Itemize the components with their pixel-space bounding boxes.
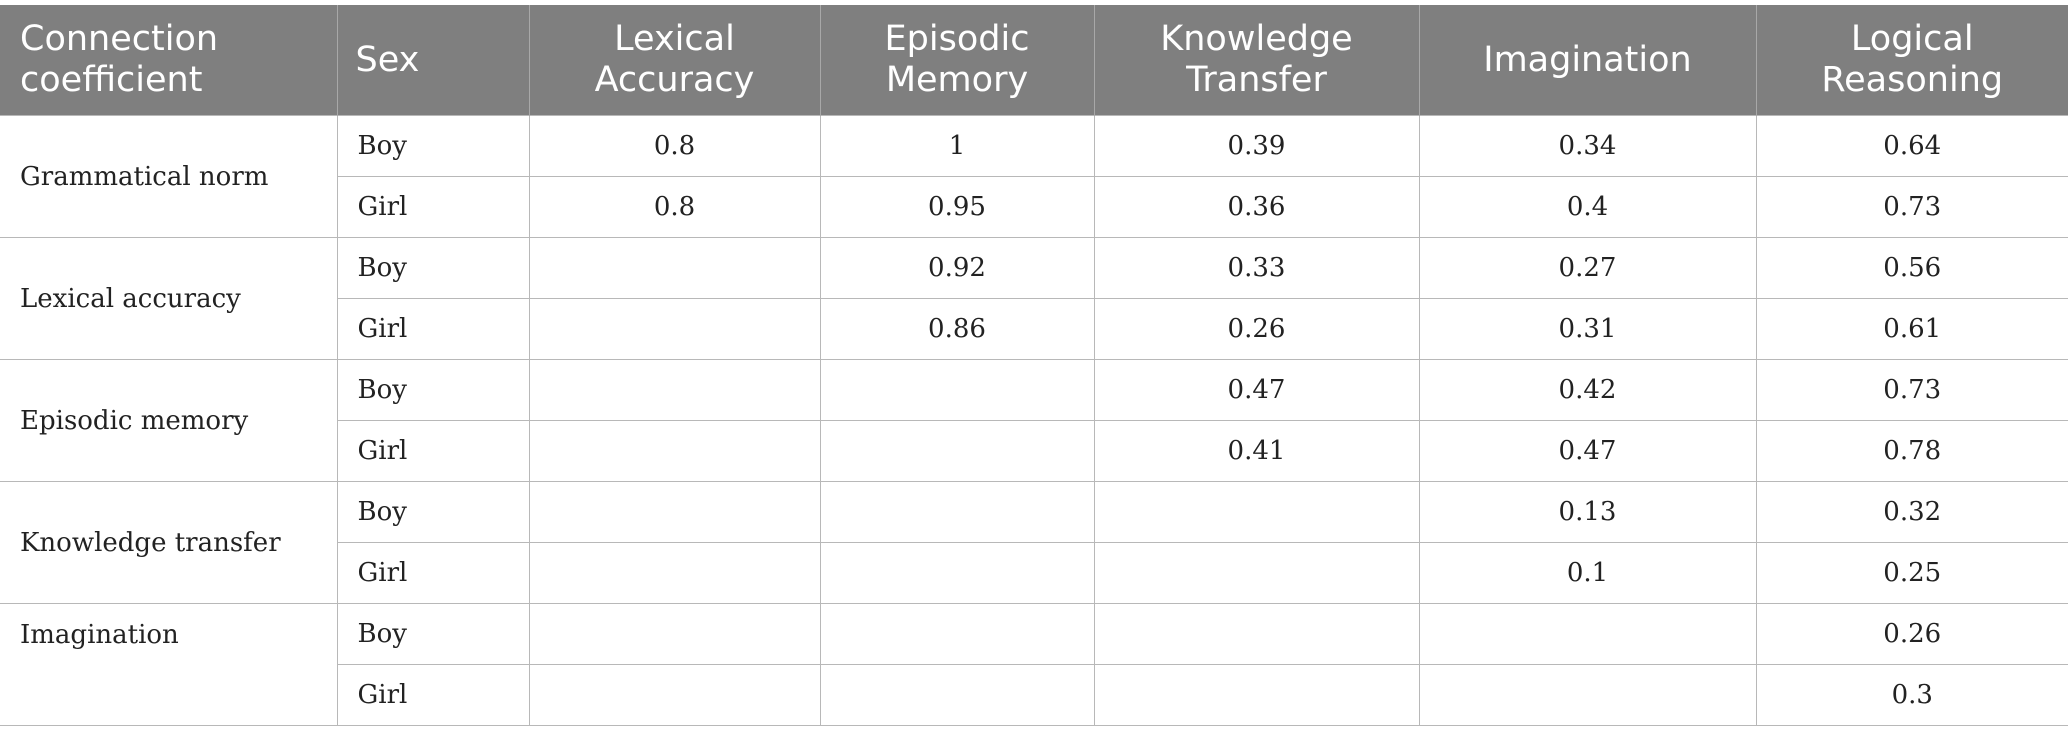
row-group-label: Lexical accuracy [0, 237, 338, 360]
value-cell: 0.36 [1093, 176, 1420, 238]
sex-cell: Girl [337, 420, 530, 482]
value-cell: 0.34 [1418, 115, 1757, 177]
value-cell: 0.25 [1755, 542, 2068, 604]
sex-cell: Boy [336, 359, 530, 421]
value-cell: 0.13 [1418, 481, 1757, 543]
value-cell: 0.73 [1755, 176, 2068, 238]
value-cell [819, 420, 1095, 482]
header-episodic-memory: Episodic Memory [819, 5, 1094, 116]
table-row: Girl 0.41 0.47 0.78 [0, 420, 2068, 482]
value-cell: 0.4 [1418, 176, 1757, 238]
value-cell [1093, 481, 1420, 543]
value-cell: 0.8 [528, 115, 821, 177]
sex-cell: Boy [336, 603, 530, 665]
header-sex: Sex [336, 5, 529, 116]
row-group-label: Grammatical norm [0, 115, 338, 238]
value-cell [1093, 542, 1420, 604]
sex-cell: Boy [336, 115, 530, 177]
value-cell: 0.26 [1755, 603, 2068, 665]
value-cell: 0.41 [1093, 420, 1420, 482]
value-cell [1093, 603, 1420, 665]
sex-cell: Boy [336, 481, 530, 543]
value-cell: 0.1 [1418, 542, 1757, 604]
header-row: Connection coefficient Sex Lexical Accur… [0, 5, 2068, 116]
table-row: Lexical accuracy Boy 0.92 0.33 0.27 0.56 [0, 237, 2068, 360]
sex-cell: Girl [337, 664, 530, 726]
value-cell: 0.26 [1093, 298, 1420, 360]
value-cell: 0.86 [819, 298, 1095, 360]
header-connection-coefficient: Connection coefficient [0, 5, 337, 116]
value-cell [1418, 664, 1757, 726]
value-cell [528, 603, 821, 665]
table-row: Girl 0.1 0.25 [0, 542, 2068, 604]
value-cell [1093, 664, 1420, 726]
header-lexical-accuracy: Lexical Accuracy [528, 5, 820, 116]
header-logical-reasoning: Logical Reasoning [1755, 5, 2068, 116]
value-cell: 0.32 [1755, 481, 2068, 543]
value-cell: 0.39 [1093, 115, 1420, 177]
table-row: Girl 0.8 0.95 0.36 0.4 0.73 [0, 176, 2068, 238]
header-knowledge-transfer: Knowledge Transfer [1093, 5, 1419, 116]
value-cell [819, 481, 1095, 543]
table-row: Grammatical norm Boy 0.8 1 0.39 0.34 0.6… [0, 115, 2068, 238]
value-cell: 0.95 [819, 176, 1095, 238]
value-cell: 0.8 [528, 176, 821, 238]
value-cell [819, 664, 1095, 726]
value-cell [1418, 603, 1757, 665]
value-cell: 0.3 [1755, 664, 2068, 726]
value-cell [819, 603, 1095, 665]
value-cell: 1 [819, 115, 1095, 177]
value-cell [528, 664, 821, 726]
value-cell: 0.92 [819, 237, 1095, 299]
value-cell [528, 298, 821, 360]
value-cell: 0.33 [1093, 237, 1420, 299]
value-cell: 0.61 [1755, 298, 2068, 360]
table-row: Girl 0.86 0.26 0.31 0.61 [0, 298, 2068, 360]
header-imagination: Imagination [1418, 5, 1756, 116]
sex-cell: Girl [337, 298, 530, 360]
row-group-label: Knowledge transfer [0, 481, 338, 604]
value-cell: 0.56 [1755, 237, 2068, 299]
table-row: Girl 0.3 [0, 664, 2068, 726]
value-cell [819, 359, 1095, 421]
value-cell [528, 542, 821, 604]
row-group-label: Imagination [0, 603, 338, 726]
value-cell [528, 359, 821, 421]
value-cell [528, 481, 821, 543]
correlation-table: Connection coefficient Sex Lexical Accur… [0, 5, 2068, 726]
sex-cell: Girl [337, 176, 530, 238]
value-cell: 0.47 [1093, 359, 1420, 421]
value-cell: 0.64 [1755, 115, 2068, 177]
row-group-label: Episodic memory [0, 359, 338, 482]
table-row: Imagination Boy 0.26 [0, 603, 2068, 726]
value-cell [819, 542, 1095, 604]
value-cell [528, 237, 821, 299]
value-cell: 0.47 [1418, 420, 1757, 482]
value-cell: 0.27 [1418, 237, 1757, 299]
value-cell: 0.42 [1418, 359, 1757, 421]
value-cell: 0.78 [1755, 420, 2068, 482]
value-cell: 0.31 [1418, 298, 1757, 360]
value-cell [528, 420, 821, 482]
sex-cell: Boy [336, 237, 530, 299]
sex-cell: Girl [337, 542, 530, 604]
table-row: Knowledge transfer Boy 0.13 0.32 [0, 481, 2068, 604]
value-cell: 0.73 [1755, 359, 2068, 421]
table-row: Episodic memory Boy 0.47 0.42 0.73 [0, 359, 2068, 482]
